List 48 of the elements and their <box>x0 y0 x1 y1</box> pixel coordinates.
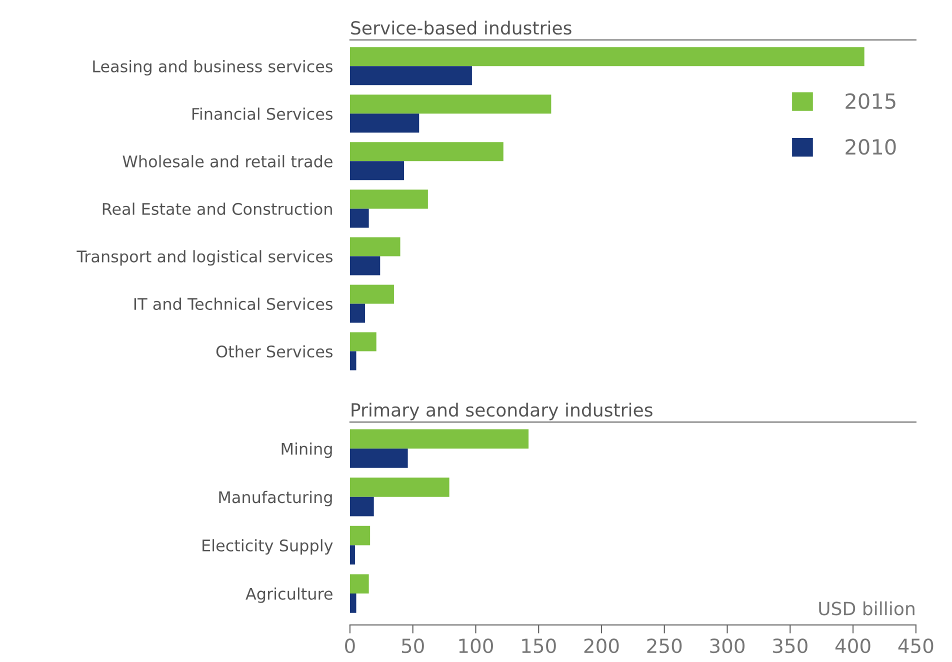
x-tick-label: 200 <box>584 638 619 654</box>
x-tick-label: 0 <box>345 638 355 654</box>
y-tick-label: Agriculture <box>246 587 332 603</box>
bar <box>350 208 369 228</box>
x-tick-label: 450 <box>898 638 934 654</box>
bar <box>350 545 355 565</box>
x-tick-label: 350 <box>773 638 808 654</box>
y-tick-label: Manufacturing <box>219 490 332 506</box>
bar <box>350 526 370 546</box>
y-tick-label: Other Services <box>216 345 333 358</box>
bar <box>350 142 504 162</box>
y-tick-label: Financial Services <box>192 108 333 120</box>
bar <box>350 47 864 66</box>
bar <box>350 190 428 209</box>
x-axis-title: USD billion <box>819 601 914 616</box>
bar <box>350 448 408 468</box>
bar <box>350 574 369 594</box>
x-tick-label: 250 <box>647 638 682 654</box>
y-tick-label: IT and Technical Services <box>134 298 333 310</box>
bar <box>350 429 529 449</box>
y-tick-label: Wholesale and retail trade <box>122 155 332 168</box>
y-tick-label: Leasing and business services <box>93 60 333 76</box>
bar <box>350 284 394 304</box>
bar <box>350 594 356 613</box>
chart-title: Primary and secondary industries <box>352 402 652 420</box>
bar <box>350 114 420 133</box>
bar <box>350 332 376 352</box>
x-tick-label: 50 <box>402 638 424 654</box>
y-tick-label: Electicity Supply <box>202 539 333 555</box>
x-tick-label: 400 <box>835 638 870 654</box>
bar <box>350 304 366 323</box>
bar <box>350 161 404 180</box>
bar <box>350 351 356 370</box>
bar <box>350 66 472 86</box>
chart-title: Service-based industries <box>351 20 572 35</box>
legend-label: 2010 <box>846 139 896 155</box>
legend-label: 2015 <box>846 93 896 109</box>
x-tick-label: 100 <box>459 638 493 654</box>
x-tick-label: 150 <box>522 638 556 654</box>
y-tick-label: Real Estate and Construction <box>102 202 332 215</box>
bar <box>350 94 552 114</box>
x-tick-label: 300 <box>710 638 745 654</box>
bar <box>350 237 400 256</box>
y-tick-label: Transport and logistical services <box>76 250 333 266</box>
bar <box>350 496 374 516</box>
bar <box>350 256 380 276</box>
bar <box>350 478 450 497</box>
y-tick-label: Mining <box>282 442 332 458</box>
